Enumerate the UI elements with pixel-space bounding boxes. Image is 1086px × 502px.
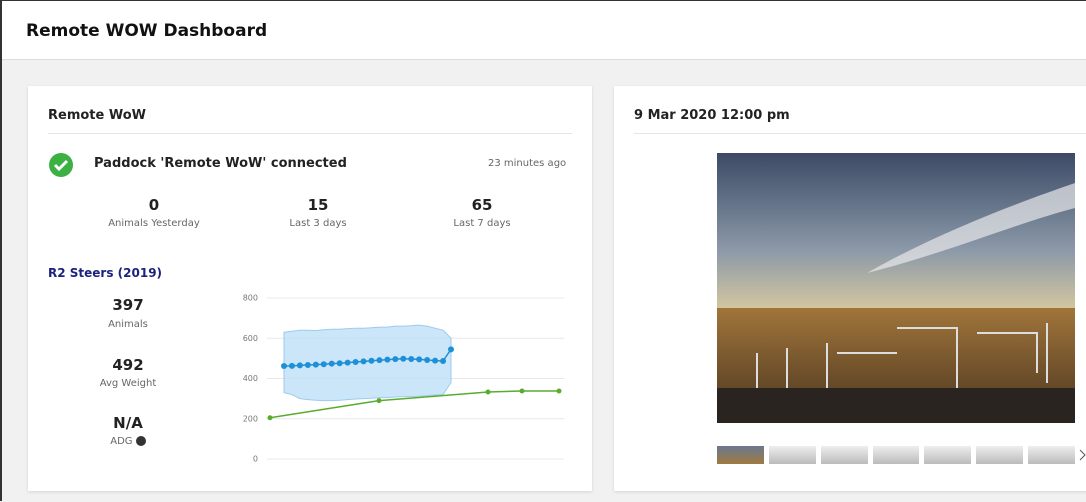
measured-point [353, 359, 359, 365]
measured-point [297, 362, 303, 368]
thumbnail[interactable] [821, 446, 868, 464]
thumbnails [717, 446, 1075, 464]
measured-point [281, 363, 287, 369]
measured-point [337, 360, 343, 366]
measured-point [384, 357, 390, 363]
camera-card: 9 Mar 2020 12:00 pm [614, 86, 1086, 491]
next-arrow[interactable] [1078, 448, 1086, 462]
divider [634, 133, 1086, 134]
measured-point [321, 361, 327, 367]
measured-point [289, 363, 295, 369]
y-tick-label: 400 [243, 374, 258, 383]
screen: Remote WOW Dashboard Remote WoW Paddock … [0, 0, 1086, 501]
measured-point [400, 356, 406, 362]
y-tick-label: 200 [243, 414, 258, 423]
camera-photo[interactable] [717, 153, 1075, 423]
measured-point [313, 362, 319, 368]
target-point [557, 388, 562, 393]
thumbnail[interactable] [769, 446, 816, 464]
measured-point [329, 361, 335, 367]
measured-point [440, 358, 446, 364]
thumbnail[interactable] [717, 446, 764, 464]
y-tick-label: 0 [253, 455, 258, 464]
thumbnail[interactable] [924, 446, 971, 464]
measured-point [305, 362, 311, 368]
card-title: 9 Mar 2020 12:00 pm [634, 108, 790, 123]
measured-point [432, 358, 438, 364]
measured-point [416, 356, 422, 362]
target-point [520, 388, 525, 393]
thumbnail[interactable] [873, 446, 920, 464]
y-tick-label: 800 [243, 294, 258, 303]
measured-point [392, 356, 398, 362]
measured-point [345, 360, 351, 366]
measured-point [408, 356, 414, 362]
thumbnail[interactable] [1028, 446, 1075, 464]
target-point [377, 398, 382, 403]
measured-point [361, 358, 367, 364]
measured-point [376, 357, 382, 363]
y-tick-label: 600 [243, 334, 258, 343]
target-point [486, 389, 491, 394]
target-point [268, 415, 273, 420]
measured-point [448, 346, 454, 352]
measured-point [424, 357, 430, 363]
thumbnail[interactable] [976, 446, 1023, 464]
measured-point [368, 358, 374, 364]
